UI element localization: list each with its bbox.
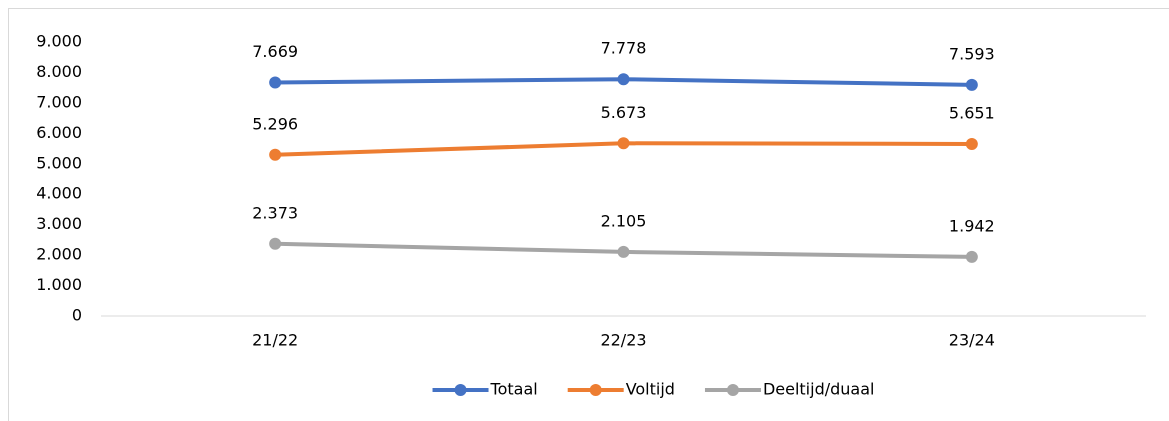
data-point: [965, 137, 978, 150]
data-label: 5.673: [601, 103, 647, 122]
data-point: [269, 76, 282, 89]
y-tick-label: 8.000: [36, 62, 82, 81]
data-point: [617, 137, 630, 150]
legend-label: Totaal: [490, 380, 538, 399]
x-tick-label: 22/23: [600, 331, 646, 350]
data-label: 5.651: [949, 103, 995, 122]
y-tick-label: 2.000: [36, 245, 82, 264]
chart-border: [8, 8, 1169, 421]
y-tick-label: 4.000: [36, 184, 82, 203]
data-label: 5.296: [252, 114, 298, 133]
y-tick-label: 9.000: [36, 32, 82, 51]
data-label: 2.373: [252, 203, 298, 222]
y-tick-label: 6.000: [36, 123, 82, 142]
x-tick-label: 23/24: [949, 331, 995, 350]
legend-label: Deeltijd/duaal: [763, 380, 875, 399]
data-label: 7.669: [252, 42, 298, 61]
y-tick-label: 7.000: [36, 92, 82, 111]
y-tick-label: 1.000: [36, 275, 82, 294]
data-point: [269, 148, 282, 161]
data-point: [617, 73, 630, 86]
data-point: [965, 250, 978, 263]
legend-marker: [454, 384, 467, 396]
data-point: [269, 237, 282, 250]
data-label: 1.942: [949, 216, 995, 235]
data-label: 7.593: [949, 44, 995, 63]
y-tick-label: 5.000: [36, 153, 82, 172]
data-label: 7.778: [601, 39, 647, 58]
data-label: 2.105: [601, 211, 647, 230]
y-tick-label: 0: [72, 306, 82, 325]
x-tick-label: 21/22: [252, 331, 298, 350]
legend-label: Voltijd: [626, 380, 675, 399]
legend-marker: [726, 384, 739, 396]
legend-marker: [589, 384, 602, 396]
data-point: [965, 78, 978, 91]
y-tick-label: 3.000: [36, 214, 82, 233]
data-point: [617, 245, 630, 258]
